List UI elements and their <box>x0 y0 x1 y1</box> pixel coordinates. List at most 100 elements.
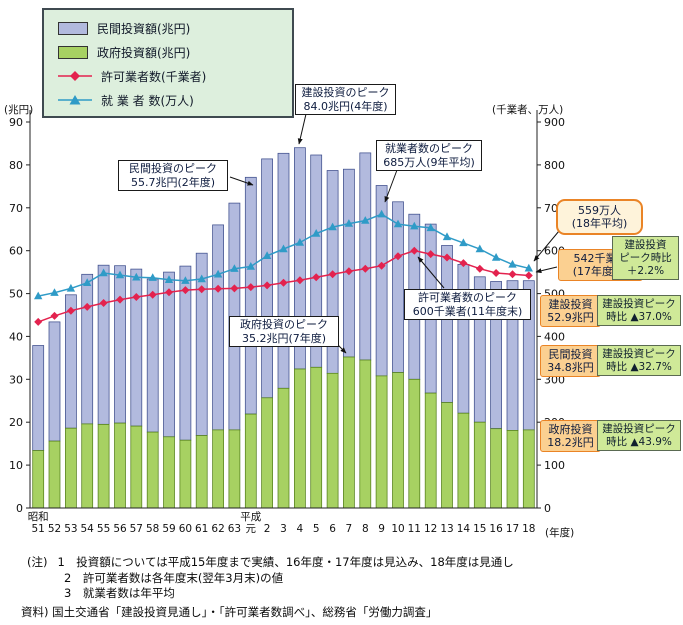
diamond-marker-icon <box>312 273 321 282</box>
legend-item-workers: 就 業 者 数(万人) <box>58 88 292 112</box>
triangle-marker-icon <box>475 244 484 253</box>
annotation-line: 時比 ▲37.0% <box>606 310 672 323</box>
bar-government <box>490 428 502 509</box>
annotation-line: 55.7兆円(2年度) <box>130 175 216 189</box>
x-tick-label: 6 <box>329 523 336 535</box>
bar-private <box>457 264 470 414</box>
era-heisei-label: 平成 <box>240 511 261 523</box>
annotation-line: 建設投資ピーク <box>602 347 676 360</box>
x-tick-label: 57 <box>130 523 143 535</box>
bar-private <box>359 152 372 361</box>
annotation-line: 18.2兆円 <box>547 436 594 449</box>
triangle-marker-icon <box>50 288 59 296</box>
annotation-line: ＋2.2% <box>626 264 665 277</box>
x-tick-label: 53 <box>64 523 77 535</box>
triangle-marker-icon <box>279 244 288 253</box>
x-tick-label: 59 <box>162 523 175 535</box>
x-tick-label: 8 <box>362 523 369 535</box>
annotation-workers-peak: 就業者数のピーク 685万人(9年平均) <box>376 140 482 171</box>
annotation-line: 建設投資のピーク <box>301 86 390 99</box>
diamond-marker-icon <box>475 264 484 273</box>
triangle-marker-icon <box>34 291 43 300</box>
triangle-marker-icon <box>344 219 354 227</box>
diamond-marker-icon <box>328 270 337 279</box>
triangle-marker-icon <box>262 251 272 259</box>
annotation-line: 建設投資ピーク <box>602 422 676 435</box>
x-tick-label: 56 <box>113 523 127 535</box>
annotation-line: 35.2兆円(7年度) <box>241 331 327 345</box>
x-tick-label: 52 <box>48 523 61 535</box>
bar-government <box>424 392 437 509</box>
triangle-marker-icon <box>361 216 370 224</box>
x-tick-label: 60 <box>179 523 192 535</box>
x-tick-label: 18 <box>522 523 535 535</box>
bar-government <box>97 424 110 509</box>
svg-text:30: 30 <box>9 373 23 386</box>
diamond-marker-icon <box>132 293 141 301</box>
bar-government <box>310 366 323 509</box>
bar-government <box>130 425 143 509</box>
line-workers <box>34 209 533 300</box>
diamond-marker-icon <box>197 285 206 294</box>
annotation-line: 時比 ▲32.7% <box>606 360 672 373</box>
triangle-marker-icon <box>508 259 517 268</box>
annotation-line: 政府投資 <box>548 422 593 436</box>
triangle-marker-icon <box>148 273 157 281</box>
annotation-government-vs-peak: 建設投資ピーク 時比 ▲43.9% <box>597 420 681 451</box>
bar-government <box>146 431 159 509</box>
annotation-arrow <box>535 266 558 274</box>
diamond-marker-icon <box>410 246 419 255</box>
triangle-marker-icon <box>312 229 321 237</box>
annotation-line: 民間投資のピーク <box>129 162 217 175</box>
triangle-marker-icon <box>99 268 108 277</box>
legend-label-contractors: 許可業者数(千業者) <box>101 69 207 84</box>
note-text: 2 許可業者数は各年度末(翌年3月末)の値 <box>64 570 284 585</box>
bar-private <box>392 201 404 373</box>
x-tick-label: 13 <box>440 523 453 535</box>
note-2: 2 許可業者数は各年度末(翌年3月末)の値 <box>27 571 514 587</box>
x-tick-label: 62 <box>211 523 224 535</box>
x-tick-label: 4 <box>297 523 304 535</box>
note-text: 3 就業者数は年平均 <box>64 586 175 600</box>
line-contractors <box>34 246 533 326</box>
bar-private <box>97 264 110 425</box>
x-tick-label: 7 <box>346 523 353 535</box>
triangle-marker-icon <box>246 262 255 270</box>
diamond-marker-icon <box>279 278 288 287</box>
bar-private <box>146 278 159 433</box>
note-label: (注) <box>27 555 48 569</box>
chart-legend: 民間投資額(兆円) 政府投資額(兆円) 許可業者数(千業者) 就 業 者 数(万… <box>42 8 294 118</box>
annotation-arrow <box>533 230 560 262</box>
annotation-contractors-peak: 許可業者数のピーク 600千業者(11年度末) <box>404 289 531 320</box>
bar-private <box>277 152 290 389</box>
teal-triangle-line-icon <box>58 95 92 105</box>
annotation-line: 600千業者(11年度末) <box>412 304 523 318</box>
annotation-line: (18年平均) <box>571 217 628 230</box>
triangle-marker-icon <box>115 270 125 279</box>
annotation-private-peak: 民間投資のピーク 55.7兆円(2年度) <box>118 160 228 191</box>
diamond-marker-icon <box>459 259 468 268</box>
triangle-marker-icon <box>393 219 403 228</box>
diamond-marker-icon <box>165 288 173 297</box>
diamond-marker-icon <box>295 276 304 285</box>
diamond-marker-icon <box>524 271 533 280</box>
x-tick-label: 58 <box>146 523 159 535</box>
annotation-arrow <box>229 176 254 186</box>
diamond-marker-icon <box>361 264 370 273</box>
annotation-government-latest: 政府投資 18.2兆円 <box>540 420 601 452</box>
legend-label-government: 政府投資額(兆円) <box>97 45 191 60</box>
triangle-marker-icon <box>197 274 206 283</box>
annotation-line: 建設投資 <box>624 238 667 251</box>
svg-text:0: 0 <box>544 502 551 515</box>
triangle-marker-icon <box>328 222 337 231</box>
bar-private <box>48 321 61 442</box>
svg-text:100: 100 <box>544 459 565 472</box>
triangle-marker-icon <box>132 272 141 281</box>
bar-government <box>163 436 175 509</box>
bar-government <box>294 368 306 509</box>
annotation-line: 許可業者数のピーク <box>418 291 517 304</box>
annotation-arrow <box>337 344 347 354</box>
annotation-line: 建設投資 <box>548 297 593 311</box>
annotation-total-vs-peak: 建設投資ピーク 時比 ▲37.0% <box>597 295 681 326</box>
